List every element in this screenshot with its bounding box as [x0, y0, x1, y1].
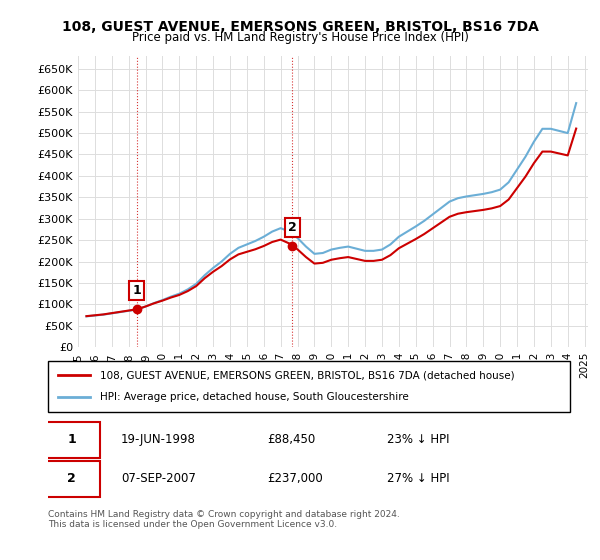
Text: 27% ↓ HPI: 27% ↓ HPI [388, 472, 450, 486]
Text: £88,450: £88,450 [267, 433, 316, 446]
FancyBboxPatch shape [43, 460, 100, 497]
Text: 108, GUEST AVENUE, EMERSONS GREEN, BRISTOL, BS16 7DA: 108, GUEST AVENUE, EMERSONS GREEN, BRIST… [62, 20, 538, 34]
Text: Contains HM Land Registry data © Crown copyright and database right 2024.
This d: Contains HM Land Registry data © Crown c… [48, 510, 400, 529]
Text: Price paid vs. HM Land Registry's House Price Index (HPI): Price paid vs. HM Land Registry's House … [131, 31, 469, 44]
FancyBboxPatch shape [48, 361, 570, 412]
Text: 1: 1 [67, 433, 76, 446]
Text: HPI: Average price, detached house, South Gloucestershire: HPI: Average price, detached house, Sout… [100, 393, 409, 403]
Text: 108, GUEST AVENUE, EMERSONS GREEN, BRISTOL, BS16 7DA (detached house): 108, GUEST AVENUE, EMERSONS GREEN, BRIST… [100, 370, 515, 380]
Text: £237,000: £237,000 [267, 472, 323, 486]
Text: 2: 2 [67, 472, 76, 486]
Text: 1: 1 [132, 284, 141, 297]
Text: 19-JUN-1998: 19-JUN-1998 [121, 433, 196, 446]
Text: 2: 2 [288, 221, 296, 234]
Text: 07-SEP-2007: 07-SEP-2007 [121, 472, 196, 486]
Text: 23% ↓ HPI: 23% ↓ HPI [388, 433, 450, 446]
FancyBboxPatch shape [43, 422, 100, 458]
